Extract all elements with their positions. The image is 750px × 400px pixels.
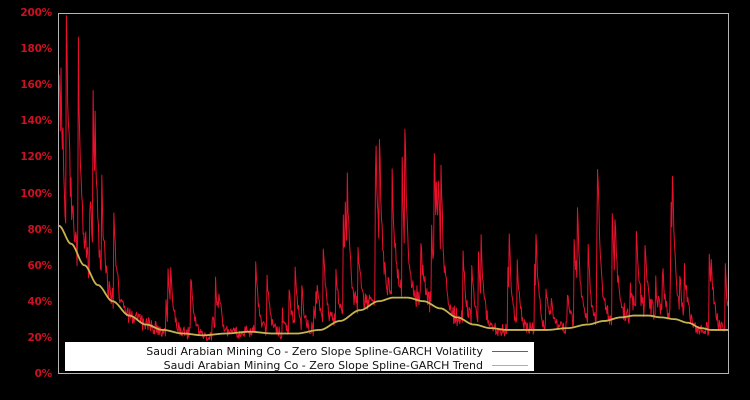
chart-legend: Saudi Arabian Mining Co - Zero Slope Spl… — [64, 341, 535, 372]
y-tick-label: 120% — [20, 151, 52, 164]
y-tick-label: 160% — [20, 79, 52, 92]
y-tick-label: 20% — [27, 331, 52, 344]
y-tick-label: 180% — [20, 43, 52, 56]
y-tick-label: 0% — [34, 368, 53, 380]
y-tick-label: 100% — [20, 187, 52, 200]
legend-swatch-volatility — [492, 350, 528, 352]
legend-item-label: Saudi Arabian Mining Co - Zero Slope Spl… — [163, 358, 483, 372]
y-tick-label: 60% — [27, 259, 52, 272]
y-tick-label: 80% — [27, 223, 52, 236]
y-tick-label: 40% — [27, 295, 52, 308]
plot-area — [58, 13, 729, 374]
trend-line — [59, 224, 728, 337]
legend-item-trend: Saudi Arabian Mining Co - Zero Slope Spl… — [65, 358, 534, 372]
legend-swatch-trend — [492, 364, 528, 366]
y-axis: 0% 20% 40% 60% 80% 100% 120% 140% 160% 180% 200% — [0, 0, 58, 400]
legend-item-label: Saudi Arabian Mining Co - Zero Slope Spl… — [146, 344, 483, 358]
y-tick-label: 140% — [20, 115, 52, 128]
y-tick-label: 200% — [20, 7, 52, 19]
volatility-line — [59, 15, 728, 342]
legend-item-volatility: Saudi Arabian Mining Co - Zero Slope Spl… — [65, 344, 534, 358]
plot-series-svg — [59, 15, 728, 342]
